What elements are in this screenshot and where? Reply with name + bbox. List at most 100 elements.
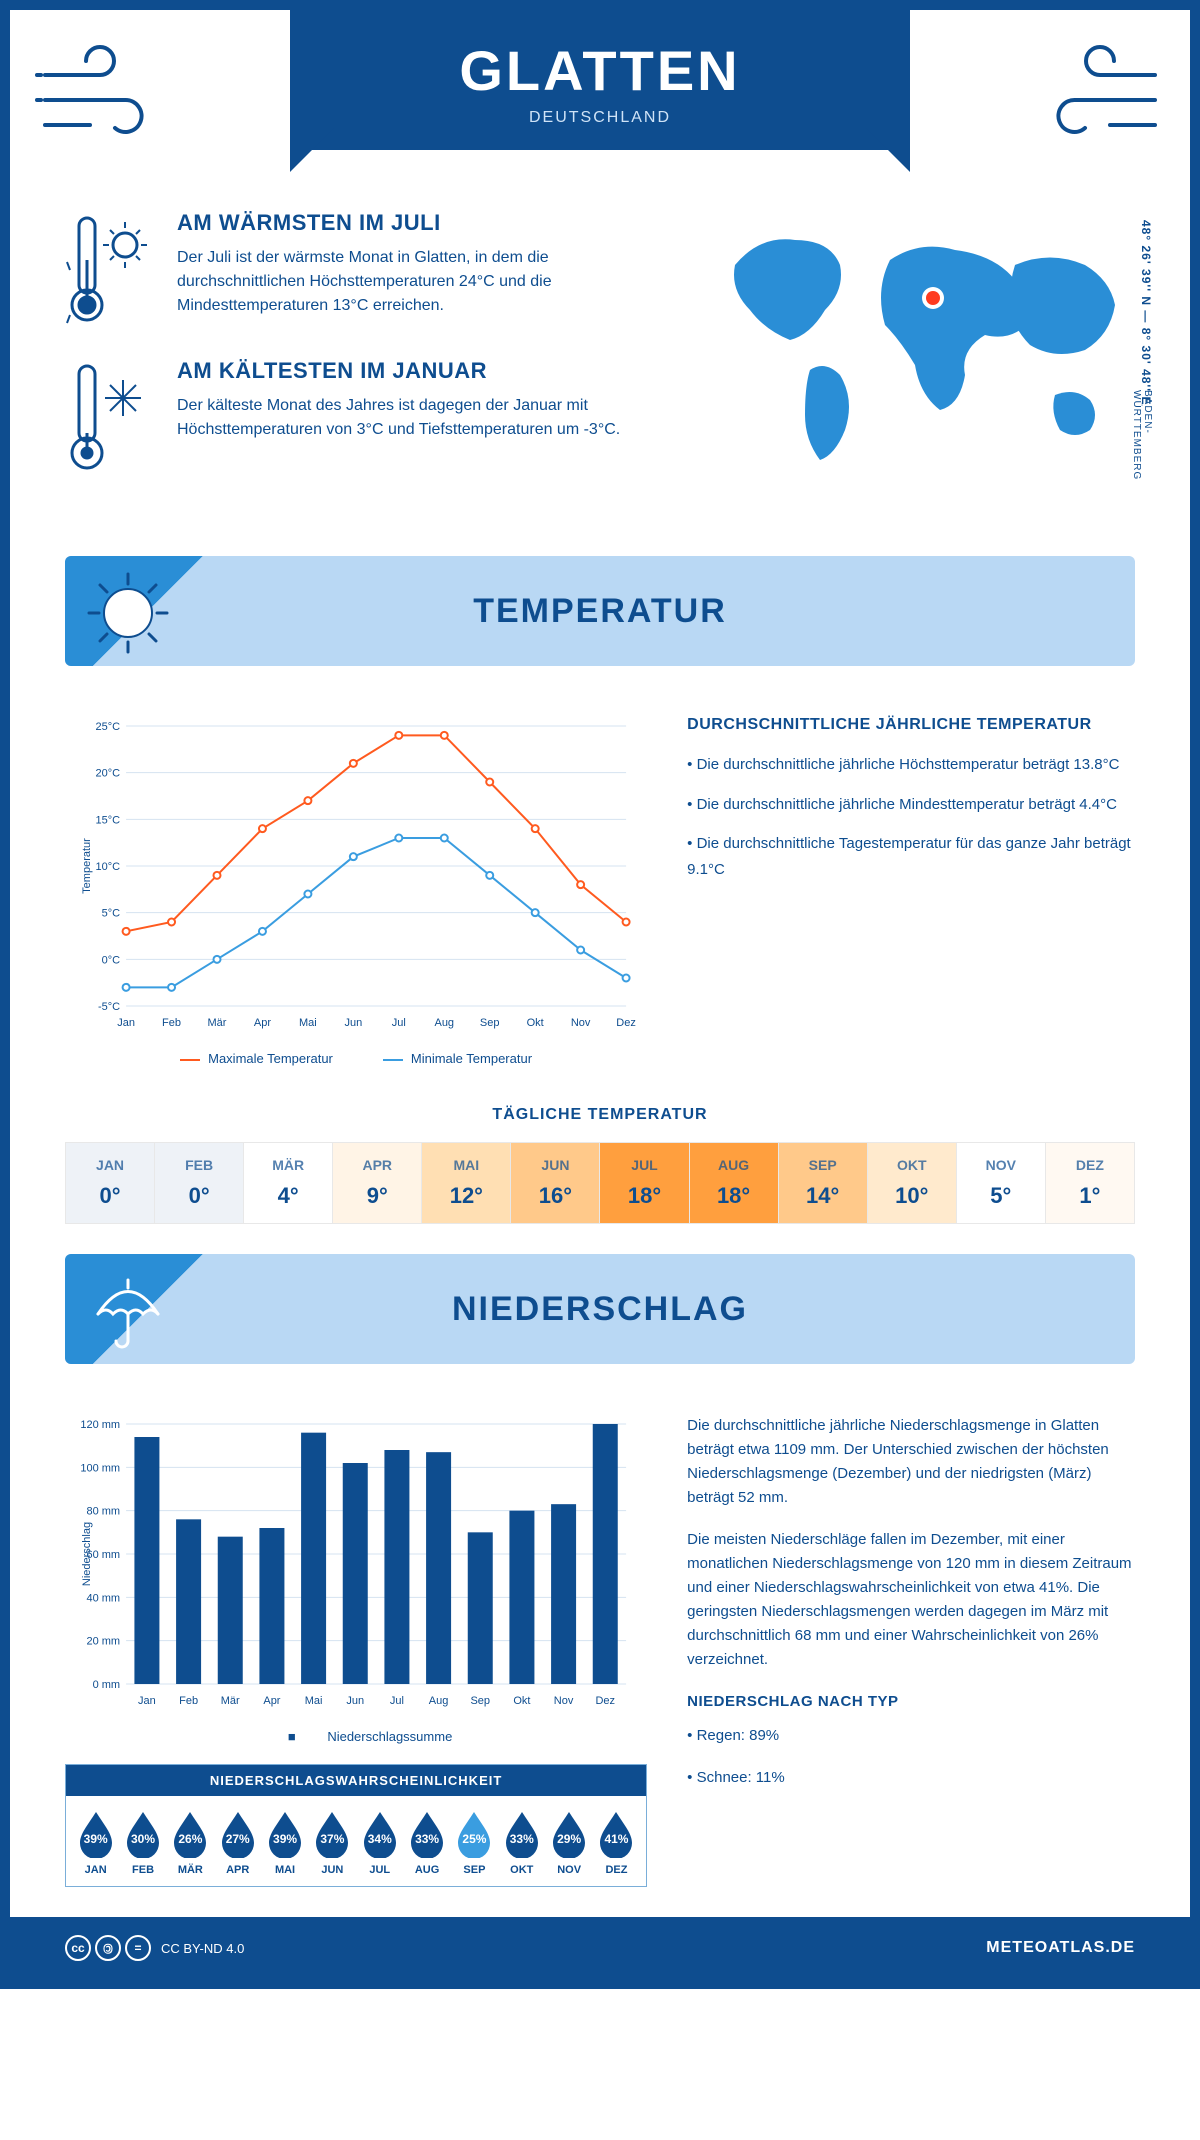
svg-text:20°C: 20°C [96,768,121,780]
coldest-fact: AM KÄLTESTEN IM JANUAR Der kälteste Mona… [65,358,675,478]
prob-title: NIEDERSCHLAGSWAHRSCHEINLICHKEIT [66,1765,646,1796]
daily-cell: SEP14° [779,1143,868,1223]
prob-cell: 41%DEZ [593,1810,640,1876]
precip-type-bullet: • Regen: 89% [687,1724,1135,1748]
daily-cell: DEZ1° [1046,1143,1134,1223]
svg-text:120 mm: 120 mm [80,1419,120,1431]
precipitation-banner: NIEDERSCHLAG [65,1254,1135,1364]
svg-text:0 mm: 0 mm [93,1679,121,1691]
cc-icons: cc 🄯 = [65,1935,151,1961]
precip-legend-label: Niederschlagssumme [299,1729,452,1744]
prob-cell: 26%MÄR [167,1810,214,1876]
svg-text:Dez: Dez [616,1017,636,1029]
prob-cell: 34%JUL [356,1810,403,1876]
city-title: GLATTEN [290,38,910,103]
precipitation-bar-chart: 0 mm20 mm40 mm60 mm80 mm100 mm120 mmJanF… [65,1414,647,1714]
precip-para-2: Die meisten Niederschläge fallen im Deze… [687,1528,1135,1672]
svg-text:40 mm: 40 mm [86,1592,120,1604]
svg-text:0°C: 0°C [102,954,121,966]
temp-bullet: • Die durchschnittliche jährliche Mindes… [687,792,1135,818]
precip-para-1: Die durchschnittliche jährliche Niedersc… [687,1414,1135,1510]
svg-text:80 mm: 80 mm [86,1506,120,1518]
prob-cell: 25%SEP [451,1810,498,1876]
daily-cell: NOV5° [957,1143,1046,1223]
temp-bullet: • Die durchschnittliche jährliche Höchst… [687,752,1135,778]
infographic-frame: GLATTEN DEUTSCHLAND AM WÄRMSTEN IM JULI … [0,0,1200,1989]
nd-icon: = [125,1935,151,1961]
warmest-fact: AM WÄRMSTEN IM JULI Der Juli ist der wär… [65,210,675,330]
prob-cell: 37%JUN [309,1810,356,1876]
svg-text:Jun: Jun [346,1695,364,1707]
footer: cc 🄯 = CC BY-ND 4.0 METEOATLAS.DE [10,1917,1190,1979]
license-block: cc 🄯 = CC BY-ND 4.0 [65,1935,244,1961]
svg-text:Jun: Jun [344,1017,362,1029]
precip-type-title: NIEDERSCHLAG NACH TYP [687,1690,1135,1714]
temperature-banner: TEMPERATUR [65,556,1135,666]
prob-cell: 27%APR [214,1810,261,1876]
by-icon: 🄯 [95,1935,121,1961]
precip-type-bullet: • Schnee: 11% [687,1766,1135,1790]
intro-section: AM WÄRMSTEN IM JULI Der Juli ist der wär… [10,190,1190,536]
temperature-banner-title: TEMPERATUR [473,592,727,631]
svg-text:Apr: Apr [254,1017,271,1029]
title-ribbon: GLATTEN DEUTSCHLAND [290,10,910,150]
region-label: BADEN-WÜRTTEMBERG [1131,390,1153,506]
country-subtitle: DEUTSCHLAND [290,109,910,127]
svg-text:Temperatur: Temperatur [81,838,93,894]
coordinates-label: 48° 26' 39'' N — 8° 30' 48'' E [1139,220,1153,405]
daily-cell: MAI12° [422,1143,511,1223]
svg-text:Nov: Nov [571,1017,591,1029]
license-label: CC BY-ND 4.0 [161,1941,244,1956]
daily-temperature-table: JAN0°FEB0°MÄR4°APR9°MAI12°JUN16°JUL18°AU… [65,1142,1135,1224]
svg-text:Dez: Dez [595,1695,615,1707]
temperature-line-chart: -5°C0°C5°C10°C15°C20°C25°CJanFebMärAprMa… [65,716,647,1066]
svg-text:Jul: Jul [392,1017,406,1029]
svg-text:25°C: 25°C [96,721,121,733]
svg-text:Okt: Okt [527,1017,544,1029]
svg-text:Okt: Okt [513,1695,530,1707]
temperature-summary: DURCHSCHNITTLICHE JÄHRLICHE TEMPERATUR •… [687,716,1135,1066]
svg-text:Sep: Sep [470,1695,490,1707]
svg-text:Aug: Aug [429,1695,449,1707]
temperature-legend: Maximale Temperatur Minimale Temperatur [65,1051,647,1066]
svg-text:100 mm: 100 mm [80,1462,120,1474]
daily-cell: JUN16° [511,1143,600,1223]
daily-cell: OKT10° [868,1143,957,1223]
svg-text:Feb: Feb [179,1695,198,1707]
sun-icon [83,568,173,658]
cc-icon: cc [65,1935,91,1961]
coldest-text: Der kälteste Monat des Jahres ist dagege… [177,394,675,442]
daily-cell: JUL18° [600,1143,689,1223]
daily-cell: AUG18° [690,1143,779,1223]
prob-cell: 30%FEB [119,1810,166,1876]
svg-text:Nov: Nov [554,1695,574,1707]
svg-text:Aug: Aug [434,1017,454,1029]
svg-text:-5°C: -5°C [98,1001,120,1013]
svg-text:Jan: Jan [138,1695,156,1707]
umbrella-icon [83,1266,173,1356]
svg-text:15°C: 15°C [96,814,121,826]
svg-text:Mai: Mai [305,1695,323,1707]
world-map-icon [715,210,1135,470]
precipitation-banner-title: NIEDERSCHLAG [452,1290,748,1329]
svg-text:10°C: 10°C [96,861,121,873]
svg-text:5°C: 5°C [102,908,121,920]
prob-cell: 33%OKT [498,1810,545,1876]
svg-text:20 mm: 20 mm [86,1636,120,1648]
warmest-text: Der Juli ist der wärmste Monat in Glatte… [177,246,675,318]
thermometer-snow-icon [65,358,155,478]
prob-cell: 39%JAN [72,1810,119,1876]
svg-text:Jan: Jan [117,1017,135,1029]
daily-temp-title: TÄGLICHE TEMPERATUR [10,1106,1190,1124]
precipitation-summary: Die durchschnittliche jährliche Niedersc… [687,1414,1135,1887]
legend-max: Maximale Temperatur [180,1051,333,1066]
svg-text:Mär: Mär [208,1017,227,1029]
site-label: METEOATLAS.DE [986,1939,1135,1957]
header: GLATTEN DEUTSCHLAND [10,10,1190,190]
svg-text:Jul: Jul [390,1695,404,1707]
svg-text:Sep: Sep [480,1017,500,1029]
svg-text:Niederschlag: Niederschlag [81,1522,93,1586]
legend-min: Minimale Temperatur [383,1051,532,1066]
precipitation-legend: ■ Niederschlagssumme [65,1729,647,1744]
wind-icon [1025,35,1165,155]
